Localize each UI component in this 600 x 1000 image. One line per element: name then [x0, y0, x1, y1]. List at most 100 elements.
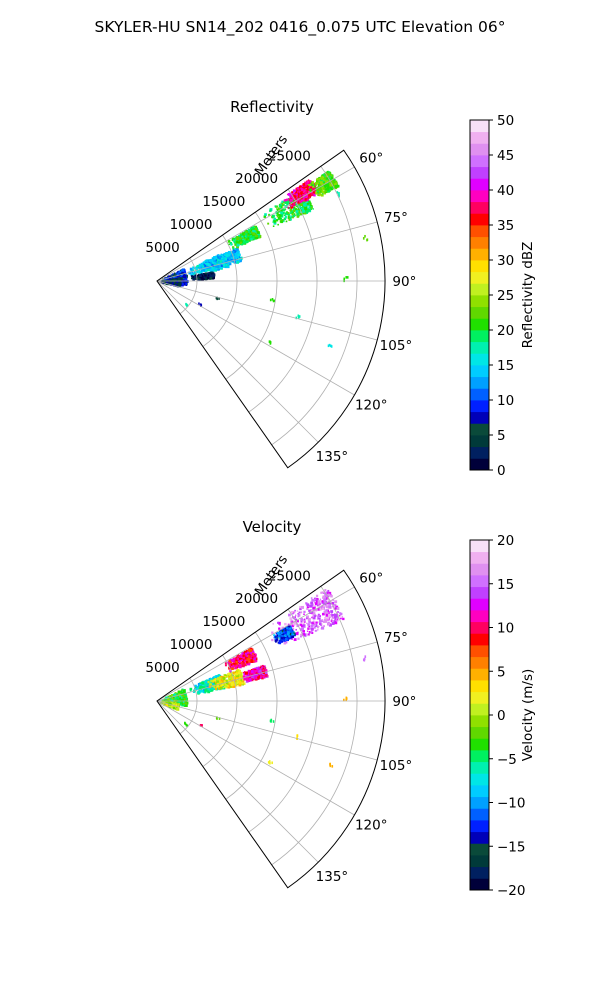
- data-pixel-2: [218, 266, 221, 269]
- data-pixel-0: [173, 698, 176, 701]
- data-pixel-6: [298, 209, 301, 212]
- data-pixel-6: [277, 218, 280, 220]
- data-pixel-0: [171, 275, 173, 277]
- data-pixel-5: [255, 234, 258, 237]
- data-pixel-6: [308, 206, 312, 209]
- data-pixel-4: [208, 266, 211, 269]
- data-pixel-3: [231, 674, 233, 676]
- data-pixel-6: [290, 211, 293, 215]
- data-pixel-7: [295, 193, 297, 195]
- data-pixel-5: [244, 238, 247, 241]
- data-pixel-8: [333, 186, 335, 188]
- data-pixel-0: [181, 274, 183, 277]
- colorbar-segment-28: [470, 131, 489, 144]
- data-pixel-0: [177, 692, 181, 696]
- data-pixel-4: [231, 250, 235, 254]
- data-pixel-3: [205, 276, 208, 278]
- colorbar-tick-label-10: 50: [497, 113, 514, 129]
- data-pixel-6: [307, 207, 310, 209]
- data-pixel-8: [316, 181, 319, 184]
- data-pixel-6: [264, 213, 267, 216]
- data-pixel-8: [318, 188, 322, 191]
- data-pixel-5: [240, 233, 242, 236]
- data-pixel-1: [172, 706, 176, 710]
- data-pixel-2: [210, 688, 214, 692]
- azimuth-label-0: 60°: [359, 150, 383, 166]
- data-pixel-7: [290, 206, 293, 209]
- data-pixel-6: [296, 209, 299, 211]
- data-pixel-2: [212, 267, 214, 269]
- data-pixel-3: [225, 679, 228, 682]
- data-pixel-5: [250, 238, 253, 241]
- data-pixel-4: [235, 249, 237, 251]
- data-pixel-8: [327, 190, 330, 193]
- data-pixel-6: [280, 220, 283, 224]
- data-pixel-0: [181, 689, 184, 691]
- data-pixel-6: [300, 202, 302, 204]
- data-pixel-6: [298, 202, 302, 206]
- data-pixel-5: [258, 235, 260, 238]
- data-pixel-3: [201, 277, 204, 281]
- data-pixel-3: [193, 275, 197, 279]
- data-pixel-5: [239, 234, 242, 237]
- data-pixel-0: [181, 690, 184, 692]
- data-pixel-6: [275, 214, 278, 216]
- data-pixel-3: [234, 675, 238, 678]
- data-pixel-6: [276, 215, 279, 218]
- scatter-point-5: [269, 341, 272, 344]
- data-pixel-7: [304, 192, 308, 196]
- data-pixel-7: [299, 185, 302, 188]
- data-pixel-7: [293, 195, 296, 198]
- data-pixel-3: [209, 276, 213, 280]
- scatter-point-4: [298, 315, 301, 318]
- data-pixel-6: [287, 198, 290, 200]
- data-pixel-3: [209, 273, 211, 275]
- data-pixel-7: [290, 195, 294, 199]
- data-pixel-8: [318, 180, 321, 182]
- data-pixel-5: [256, 229, 259, 232]
- data-pixel-8: [318, 190, 320, 192]
- data-pixel-5: [247, 240, 249, 243]
- data-pixel-7: [300, 191, 303, 195]
- data-pixel-7: [297, 201, 301, 204]
- scatter-point-8: [366, 238, 369, 242]
- colorbar-segment-27: [470, 143, 489, 156]
- data-pixel-2: [198, 269, 201, 272]
- data-pixel-0: [179, 695, 182, 698]
- data-pixel-5: [233, 241, 237, 244]
- data-pixel-0: [176, 700, 179, 703]
- data-pixel-4: [214, 264, 218, 268]
- data-pixel-7: [303, 189, 306, 192]
- data-pixel-4: [218, 255, 222, 259]
- data-pixel-4: [227, 256, 230, 259]
- data-pixel-1: [177, 278, 180, 281]
- data-pixel-6: [283, 204, 285, 206]
- panel-title: Reflectivity: [230, 98, 314, 116]
- data-pixel-7: [312, 191, 316, 194]
- data-pixel-6: [282, 208, 286, 212]
- data-pixel-4: [204, 264, 207, 267]
- data-pixel-0: [181, 281, 184, 283]
- scatter-point-8: [362, 237, 365, 240]
- data-pixel-7: [289, 193, 293, 197]
- data-pixel-6: [289, 217, 292, 220]
- data-pixel-5: [228, 240, 231, 243]
- scatter-point-7: [346, 276, 349, 279]
- data-pixel-6: [284, 202, 287, 205]
- colorbar-segment-0: [470, 458, 489, 471]
- data-pixel-4: [237, 251, 240, 254]
- data-pixel-0: [178, 270, 182, 274]
- scatter-point-6: [328, 343, 331, 347]
- data-pixel-4: [229, 256, 232, 260]
- data-pixel-4: [234, 260, 237, 264]
- data-pixel-2: [202, 270, 204, 273]
- data-pixel-5: [256, 231, 260, 234]
- data-pixel-8: [329, 183, 333, 187]
- data-pixel-2: [196, 264, 200, 268]
- data-pixel-5: [228, 243, 230, 246]
- data-pixel-0: [181, 268, 184, 272]
- scatter-point-8: [364, 234, 366, 238]
- data-pixel-3: [218, 677, 220, 679]
- data-pixel-0: [173, 696, 175, 699]
